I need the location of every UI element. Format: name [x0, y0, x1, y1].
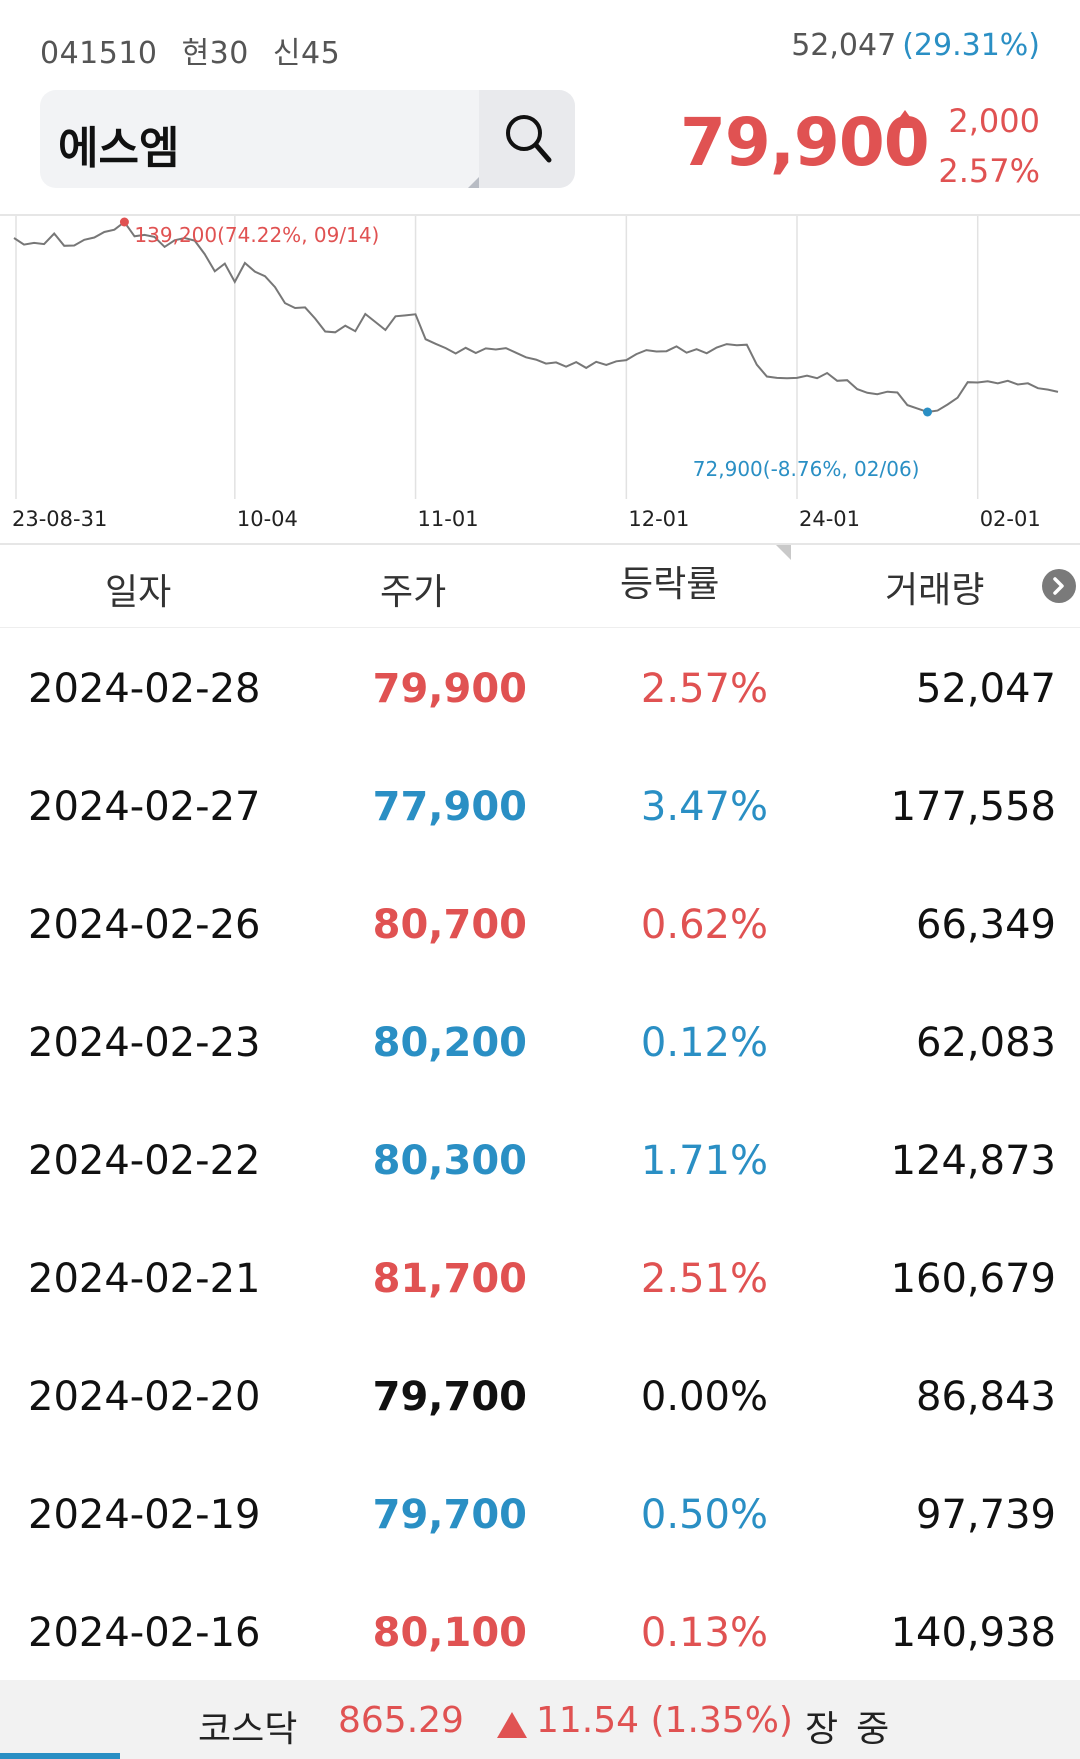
current-price: 79,900 [680, 104, 930, 181]
index-name: 코스닥 [198, 1709, 298, 1750]
row-price: 79,900 [372, 666, 527, 712]
low-point-marker [923, 407, 932, 417]
row-price: 77,900 [372, 784, 527, 830]
header-date[interactable]: 일자 [105, 572, 172, 613]
price-line [13, 220, 1059, 414]
row-date: 2024-02-22 [28, 1138, 261, 1184]
x-tick-label: 12-01 [628, 507, 689, 531]
price-chart[interactable]: 23-08-31 10-04 11-01 12-01 24-01 02-01 139,200… [0, 214, 1080, 546]
chevron-right-icon [1053, 577, 1064, 595]
stock-code: 041510 [40, 36, 158, 71]
row-date: 2024-02-21 [28, 1256, 261, 1302]
row-price: 80,300 [372, 1138, 527, 1184]
header-volume: 52,047 (29.31%) [791, 28, 1040, 63]
row-rate: 3.47% [640, 784, 768, 830]
more-columns-button[interactable] [1042, 569, 1076, 603]
row-volume: 160,679 [890, 1256, 1056, 1302]
stock-search-box[interactable]: 에스엠 [40, 90, 575, 188]
market-index-bar[interactable]: 코스닥 865.29 11.54 (1.35%) 장중 [0, 1680, 1080, 1759]
price-chart-svg: 23-08-31 10-04 11-01 12-01 24-01 02-01 139,200… [12, 216, 1059, 531]
sort-corner-icon [776, 545, 791, 560]
dropdown-corner-icon [468, 176, 480, 188]
row-volume: 140,938 [890, 1610, 1056, 1656]
table-row[interactable]: 2024-02-19 79,700 0.50% 97,739 [0, 1456, 1080, 1574]
price-table: 2024-02-28 79,900 2.57% 52,047 2024-02-2… [0, 630, 1080, 1692]
table-row[interactable]: 2024-02-28 79,900 2.57% 52,047 [0, 630, 1080, 748]
x-tick-label: 23-08-31 [12, 507, 107, 531]
change-amount: 2,000 [948, 102, 1040, 140]
x-tick-label: 10-04 [237, 507, 298, 531]
search-icon [506, 115, 552, 163]
table-header: 일자 주가 등락률 거래량 [0, 545, 1080, 628]
stock-code-line: 041510 현30 신45 [40, 28, 354, 72]
high-point-label: 139,200(74.22%, 09/14) [134, 223, 379, 247]
x-tick-label: 02-01 [980, 507, 1041, 531]
row-volume: 177,558 [890, 784, 1056, 830]
row-rate: 0.12% [640, 1020, 768, 1066]
row-rate: 0.50% [640, 1492, 768, 1538]
row-price: 80,100 [372, 1610, 527, 1656]
row-date: 2024-02-27 [28, 784, 261, 830]
row-volume: 66,349 [916, 902, 1056, 948]
row-volume: 62,083 [916, 1020, 1056, 1066]
row-date: 2024-02-20 [28, 1374, 261, 1420]
x-tick-label: 24-01 [799, 507, 860, 531]
row-price: 79,700 [372, 1374, 527, 1420]
table-row[interactable]: 2024-02-23 80,200 0.12% 62,083 [0, 984, 1080, 1102]
row-date: 2024-02-26 [28, 902, 261, 948]
row-date: 2024-02-23 [28, 1020, 261, 1066]
chart-divider [0, 543, 1080, 545]
x-tick-label: 11-01 [418, 507, 479, 531]
header-volume-pct: (29.31%) [902, 28, 1040, 63]
row-date: 2024-02-28 [28, 666, 261, 712]
row-date: 2024-02-19 [28, 1492, 261, 1538]
index-value: 865.29 [338, 1700, 464, 1741]
current-count: 현30 [181, 36, 249, 71]
table-row[interactable]: 2024-02-16 80,100 0.13% 140,938 [0, 1574, 1080, 1692]
row-date: 2024-02-16 [28, 1610, 261, 1656]
table-row[interactable]: 2024-02-22 80,300 1.71% 124,873 [0, 1102, 1080, 1220]
table-row[interactable]: 2024-02-21 81,700 2.51% 160,679 [0, 1220, 1080, 1338]
row-price: 80,200 [372, 1020, 527, 1066]
header-rate[interactable]: 등락률 [620, 564, 720, 605]
table-row[interactable]: 2024-02-20 79,700 0.00% 86,843 [0, 1338, 1080, 1456]
row-price: 79,700 [372, 1492, 527, 1538]
row-rate: 0.13% [640, 1610, 768, 1656]
row-rate: 0.00% [640, 1374, 768, 1420]
market-status: 장중 [805, 1709, 908, 1750]
row-volume: 124,873 [890, 1138, 1056, 1184]
row-volume: 86,843 [916, 1374, 1056, 1420]
row-rate: 2.57% [640, 666, 768, 712]
stock-name[interactable]: 에스엠 [58, 123, 180, 174]
row-price: 81,700 [372, 1256, 527, 1302]
triangle-up-icon [497, 1712, 527, 1738]
row-rate: 2.51% [640, 1256, 768, 1302]
row-rate: 1.71% [640, 1138, 768, 1184]
row-volume: 52,047 [916, 666, 1056, 712]
index-change: 11.54 (1.35%) [536, 1700, 793, 1741]
table-row[interactable]: 2024-02-27 77,900 3.47% 177,558 [0, 748, 1080, 866]
triangle-up-icon [892, 110, 918, 128]
table-row[interactable]: 2024-02-26 80,700 0.62% 66,349 [0, 866, 1080, 984]
price-change: 2,000 2.57% [938, 96, 1040, 196]
row-price: 80,700 [372, 902, 527, 948]
low-point-label: 72,900(-8.76%, 02/06) [693, 457, 920, 481]
page-indicator [0, 1753, 120, 1759]
header-price[interactable]: 주가 [380, 572, 447, 613]
new-count: 신45 [272, 36, 341, 71]
header-volume-value: 52,047 [791, 28, 897, 63]
high-point-marker [119, 217, 129, 227]
header-volume-col[interactable]: 거래량 [885, 570, 985, 611]
search-button[interactable] [479, 90, 575, 188]
row-volume: 97,739 [916, 1492, 1056, 1538]
row-rate: 0.62% [640, 902, 768, 948]
change-rate: 2.57% [938, 152, 1040, 190]
